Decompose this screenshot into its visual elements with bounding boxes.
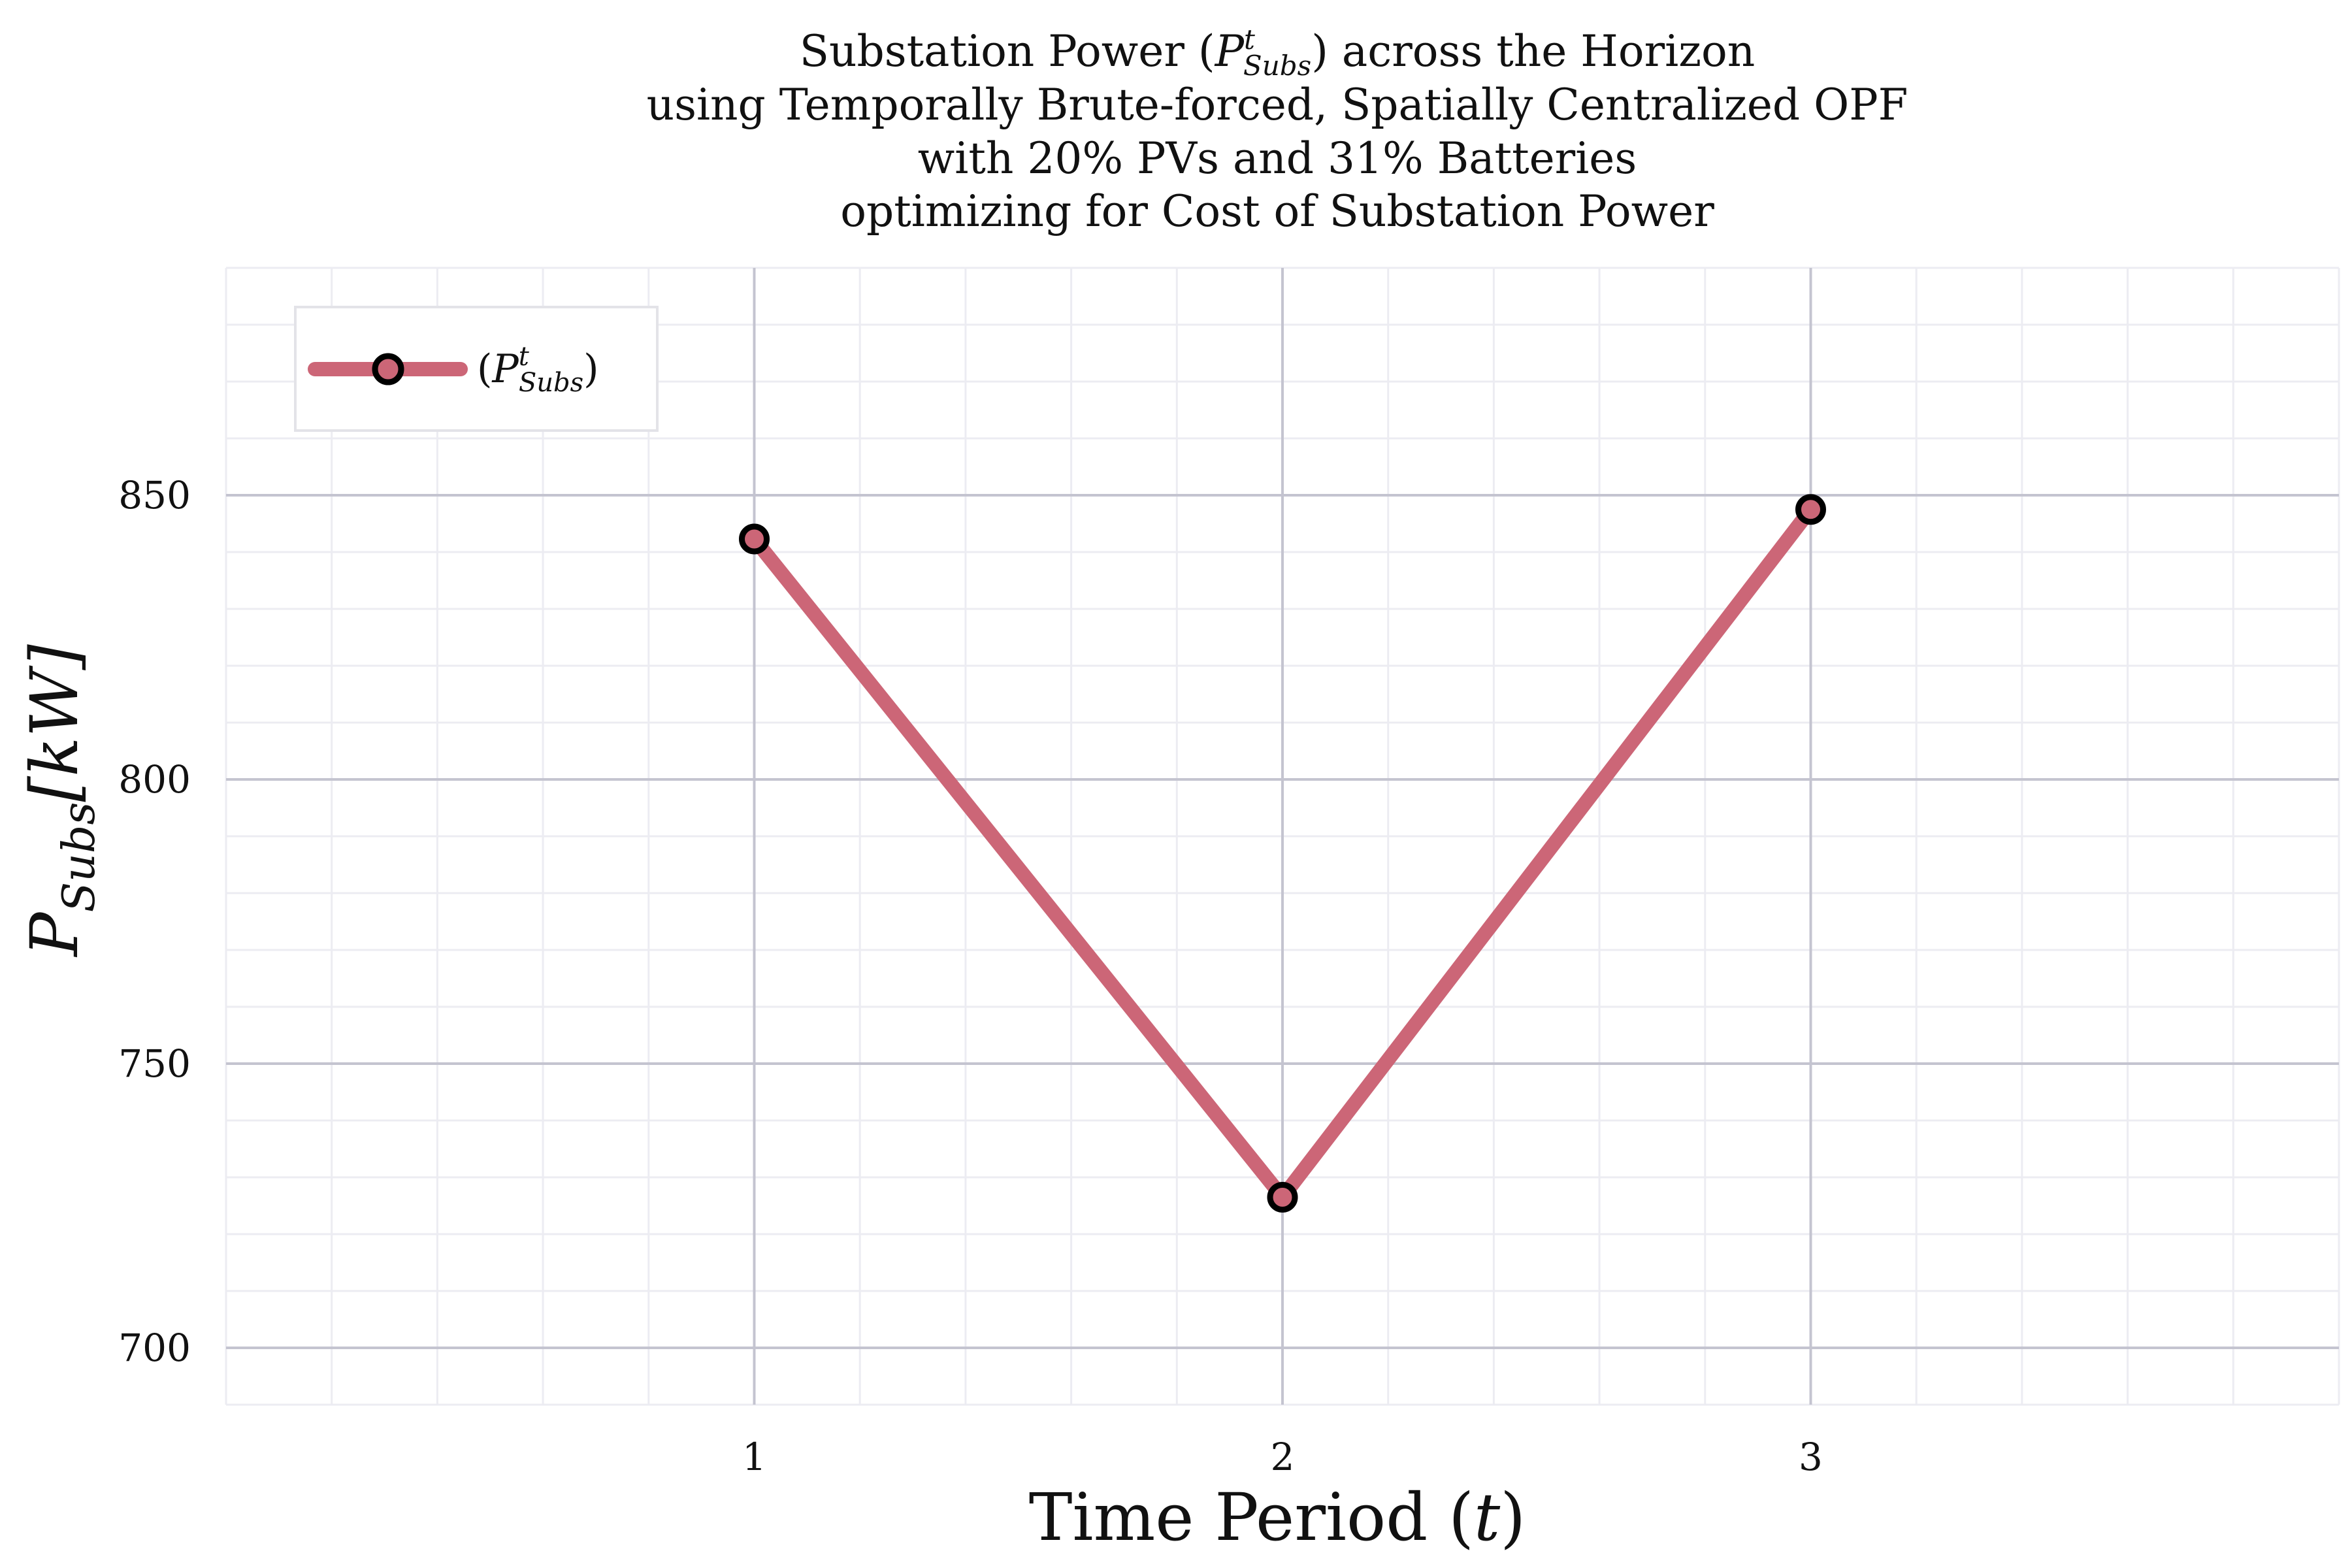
legend-marker-swatch (372, 353, 404, 385)
chart-title: Substation Power (Pt Subs) across the Hor… (647, 24, 1908, 237)
legend-label: (Pt Subs) (477, 342, 599, 398)
x-tick-label: 3 (1799, 1435, 1823, 1479)
series-layer (739, 494, 1826, 1213)
x-tick-label: 2 (1271, 1435, 1295, 1479)
y-axis-title: PSubs[kW] (16, 644, 105, 958)
title-line-1: Substation Power (Pt Subs) across the Hor… (800, 24, 1756, 82)
title-line-3: with 20% PVs and 31% Batteries (918, 133, 1637, 184)
title-line-2: using Temporally Brute-forced, Spatially… (647, 80, 1908, 130)
y-tick-labels: 700 750 800 850 (118, 473, 191, 1370)
x-tick-label: 1 (742, 1435, 766, 1479)
title-line-4: optimizing for Cost of Substation Power (840, 186, 1714, 237)
y-tick-label: 850 (118, 473, 191, 517)
y-tick-label: 800 (118, 757, 191, 802)
x-tick-labels: 1 2 3 (742, 1435, 1823, 1479)
data-point (1267, 1181, 1298, 1213)
y-tick-label: 750 (118, 1041, 191, 1086)
grid-major (226, 268, 2339, 1405)
x-axis-title: Time Period (t) (1029, 1479, 1526, 1556)
legend: (Pt Subs) (294, 306, 659, 432)
data-point (739, 523, 770, 555)
data-point (1795, 494, 1826, 525)
y-tick-label: 700 (118, 1326, 191, 1370)
